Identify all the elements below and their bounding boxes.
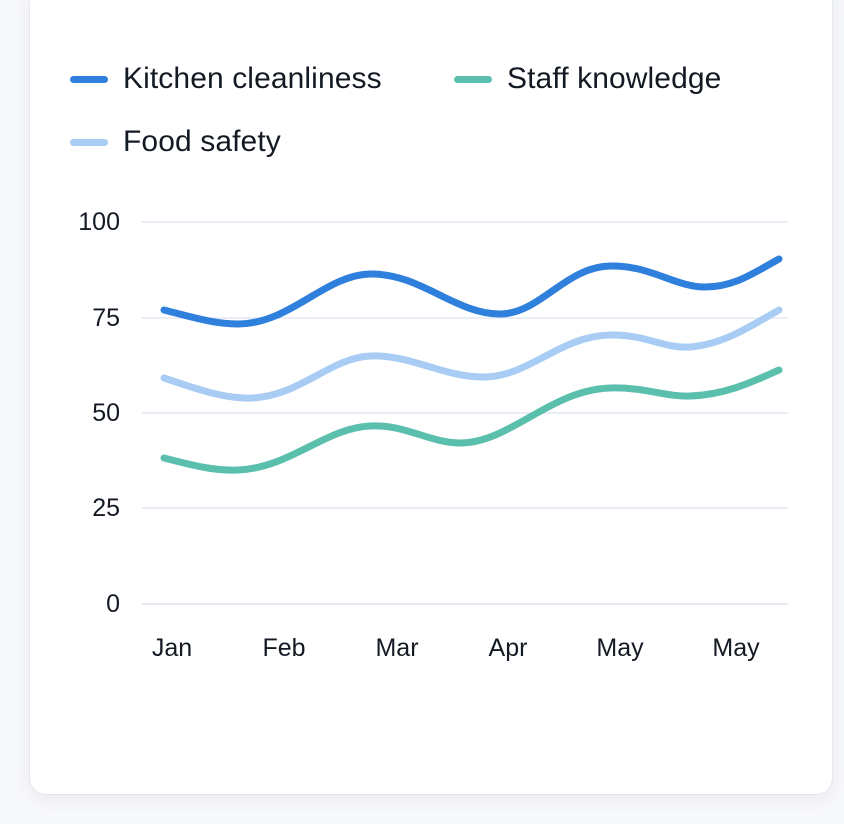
y-tick-label: 50: [92, 399, 120, 427]
x-tick-label: May: [712, 634, 760, 662]
legend-item-staff-knowledge[interactable]: Staff knowledge: [454, 59, 721, 99]
legend-swatch-icon: [70, 138, 108, 146]
legend-label: Staff knowledge: [507, 62, 722, 95]
legend-label: Kitchen cleanliness: [123, 62, 382, 95]
legend-swatch-icon: [454, 75, 492, 83]
legend-swatch-icon: [70, 75, 108, 83]
x-tick-label: May: [596, 634, 644, 662]
x-tick-label: Apr: [488, 634, 528, 662]
legend-item-food-safety[interactable]: Food safety: [70, 122, 281, 162]
x-tick-label: Feb: [262, 634, 306, 662]
legend-item-kitchen-cleanliness[interactable]: Kitchen cleanliness: [70, 59, 382, 99]
y-tick-label: 100: [78, 208, 120, 236]
legend-label: Food safety: [123, 125, 281, 158]
y-tick-label: 25: [92, 494, 120, 522]
x-tick-label: Jan: [151, 634, 193, 662]
chart-card: [30, 0, 832, 794]
x-tick-label: Mar: [375, 634, 419, 662]
y-tick-label: 0: [106, 590, 120, 618]
y-tick-label: 75: [92, 304, 120, 332]
